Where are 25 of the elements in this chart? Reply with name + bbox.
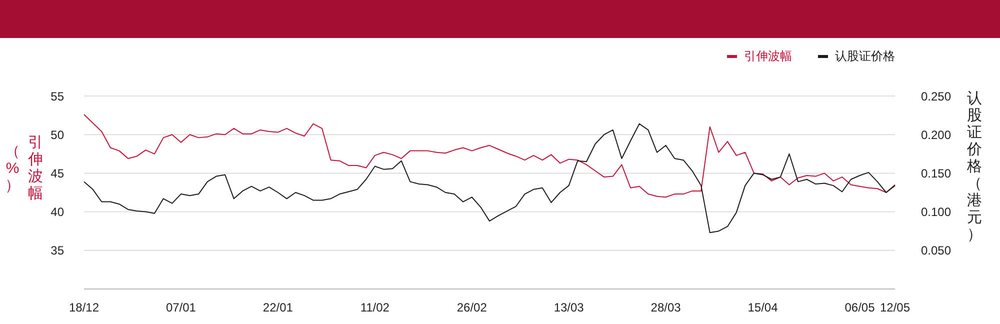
y2-tick-label: 0.250 (921, 89, 952, 104)
legend-label: 认股证价格 (835, 48, 895, 65)
y-tick-label: 45 (50, 166, 64, 180)
x-tick-label: 11/02 (360, 300, 390, 315)
y-tick-label: 55 (50, 89, 64, 104)
line-series (84, 114, 896, 198)
y-tick-label: 35 (50, 244, 64, 258)
x-tick-label: 07/01 (166, 300, 196, 315)
line-series (84, 123, 896, 234)
x-tick-label: 12/05 (880, 300, 910, 315)
y2-tick-label: 0.100 (921, 205, 952, 220)
x-tick-label: 06/05 (844, 300, 876, 315)
x-tick-label: 22/01 (262, 300, 294, 315)
x-tick-label: 26/02 (456, 300, 488, 315)
y-tick-label: 50 (50, 128, 64, 142)
y-tick-label: 40 (50, 205, 64, 220)
x-tick-label: 18/12 (68, 300, 100, 315)
x-tick-label: 15/04 (748, 300, 778, 315)
x-tick-label: 13/03 (554, 300, 584, 315)
y2-tick-label: 0.150 (921, 166, 952, 180)
legend-label: 引伸波幅 (744, 48, 792, 65)
text: 认股证价格（港元） (967, 90, 982, 243)
y2-tick-label: 0.050 (921, 244, 952, 258)
y2-tick-label: 0.200 (921, 128, 952, 142)
x-tick-label: 28/03 (650, 300, 682, 315)
